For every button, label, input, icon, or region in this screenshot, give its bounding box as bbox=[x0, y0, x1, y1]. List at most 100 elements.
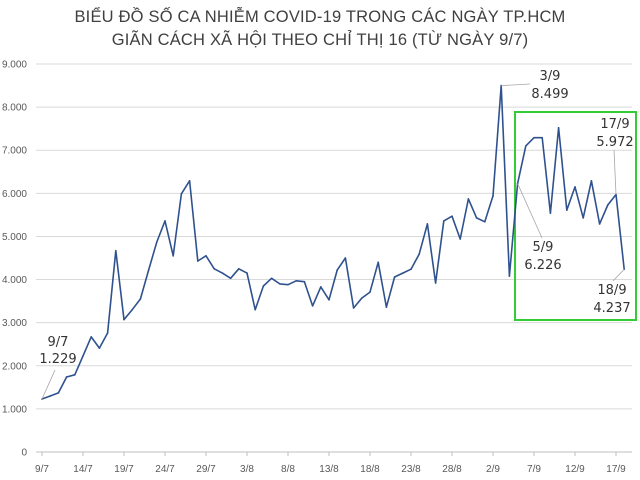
data-point bbox=[205, 255, 207, 257]
data-point bbox=[246, 272, 248, 274]
annotation-leader bbox=[517, 183, 543, 239]
data-point bbox=[188, 180, 191, 182]
x-tick-label: 18/8 bbox=[360, 464, 380, 475]
data-point bbox=[65, 376, 68, 378]
y-tick-label: 5.000 bbox=[2, 232, 27, 243]
data-point bbox=[320, 286, 322, 288]
annotation-value: 5.972 bbox=[596, 135, 633, 150]
data-point bbox=[213, 267, 215, 270]
annotation-date: 9/7 bbox=[48, 335, 69, 350]
x-tick-label: 29/7 bbox=[196, 464, 216, 475]
data-point bbox=[607, 204, 609, 206]
annotation-value: 1.229 bbox=[39, 352, 76, 367]
x-tick-label: 19/7 bbox=[114, 464, 134, 475]
data-point bbox=[254, 308, 256, 311]
data-point bbox=[287, 283, 289, 286]
data-point bbox=[238, 267, 240, 270]
data-point bbox=[402, 272, 404, 274]
y-tick-label: 6.000 bbox=[2, 189, 27, 200]
x-tick-label: 28/8 bbox=[442, 464, 462, 475]
x-tick-label: 23/8 bbox=[401, 464, 421, 475]
x-tick-label: 17/9 bbox=[606, 464, 626, 475]
data-point bbox=[598, 223, 601, 225]
data-point bbox=[172, 255, 174, 257]
y-tick-label: 3.000 bbox=[2, 318, 27, 329]
y-tick-label: 2.000 bbox=[2, 361, 27, 372]
chart-subtitle: GIÃN CÁCH XÃ HỘI THEO CHỈ THỊ 16 (TỪ NGÀ… bbox=[111, 31, 529, 49]
data-point bbox=[426, 223, 429, 225]
y-tick-label: 9.000 bbox=[2, 60, 27, 71]
x-tick-label: 14/7 bbox=[73, 464, 93, 475]
data-point bbox=[377, 261, 380, 264]
annotation-value: 4.237 bbox=[593, 301, 630, 316]
series-line bbox=[41, 84, 625, 400]
data-point bbox=[410, 268, 412, 271]
data-point bbox=[49, 395, 51, 397]
y-tick-label: 7.000 bbox=[2, 146, 27, 157]
data-point bbox=[336, 269, 339, 271]
data-point bbox=[156, 241, 158, 243]
data-point bbox=[98, 347, 101, 349]
data-point bbox=[361, 297, 363, 299]
data-point bbox=[590, 180, 593, 182]
annotation-value: 8.499 bbox=[531, 87, 568, 102]
data-point bbox=[295, 280, 298, 282]
data-point bbox=[492, 195, 494, 197]
data-point bbox=[147, 269, 150, 271]
data-point bbox=[106, 332, 109, 334]
data-point bbox=[270, 277, 273, 280]
data-point bbox=[574, 186, 576, 188]
data-point bbox=[475, 217, 478, 219]
annotation-leader bbox=[612, 269, 625, 282]
data-point bbox=[369, 291, 371, 293]
data-point bbox=[303, 280, 306, 283]
data-point bbox=[434, 282, 437, 284]
data-point bbox=[385, 306, 388, 308]
y-tick-label: 0 bbox=[21, 448, 27, 459]
data-point bbox=[164, 220, 166, 222]
annotation-leader bbox=[41, 369, 56, 400]
data-point bbox=[221, 272, 224, 274]
data-point bbox=[90, 336, 92, 338]
data-point bbox=[279, 283, 281, 285]
y-tick-label: 8.000 bbox=[2, 103, 27, 114]
data-point bbox=[566, 209, 568, 211]
data-point bbox=[262, 285, 265, 287]
annotation-date: 17/9 bbox=[600, 117, 629, 132]
data-point bbox=[467, 198, 470, 200]
data-point bbox=[344, 257, 347, 259]
x-tick-label: 24/7 bbox=[155, 464, 175, 475]
data-point bbox=[459, 238, 462, 240]
data-point bbox=[197, 260, 199, 262]
x-tick-label: 7/9 bbox=[527, 464, 541, 475]
data-point bbox=[131, 308, 133, 311]
data-point bbox=[525, 145, 527, 147]
y-tick-label: 4.000 bbox=[2, 275, 27, 286]
x-tick-label: 3/8 bbox=[240, 464, 254, 475]
y-tick-label: 1.000 bbox=[2, 404, 27, 415]
data-point bbox=[393, 276, 396, 278]
data-point bbox=[74, 374, 76, 376]
annotation-date: 5/9 bbox=[533, 240, 554, 255]
annotation-leader bbox=[501, 83, 531, 86]
chart-title: BIỂU ĐỒ SỐ CA NHIỄM COVID-19 TRONG CÁC N… bbox=[74, 8, 566, 26]
data-point bbox=[123, 318, 125, 321]
data-point bbox=[57, 392, 60, 394]
data-point bbox=[508, 275, 511, 277]
data-point bbox=[533, 136, 535, 139]
data-point bbox=[311, 305, 314, 307]
data-point bbox=[115, 249, 117, 252]
data-point bbox=[443, 220, 445, 222]
annotation-date: 3/9 bbox=[540, 69, 561, 84]
annotation-value: 6.226 bbox=[524, 258, 561, 273]
annotation-leader bbox=[613, 149, 617, 195]
annotation-date: 18/9 bbox=[597, 283, 626, 298]
x-tick-label: 9/7 bbox=[35, 464, 49, 475]
x-tick-label: 13/8 bbox=[319, 464, 339, 475]
data-point bbox=[180, 192, 183, 195]
x-tick-label: 8/8 bbox=[281, 464, 295, 475]
data-point bbox=[541, 136, 543, 139]
data-point bbox=[549, 212, 552, 214]
data-point bbox=[352, 307, 355, 309]
